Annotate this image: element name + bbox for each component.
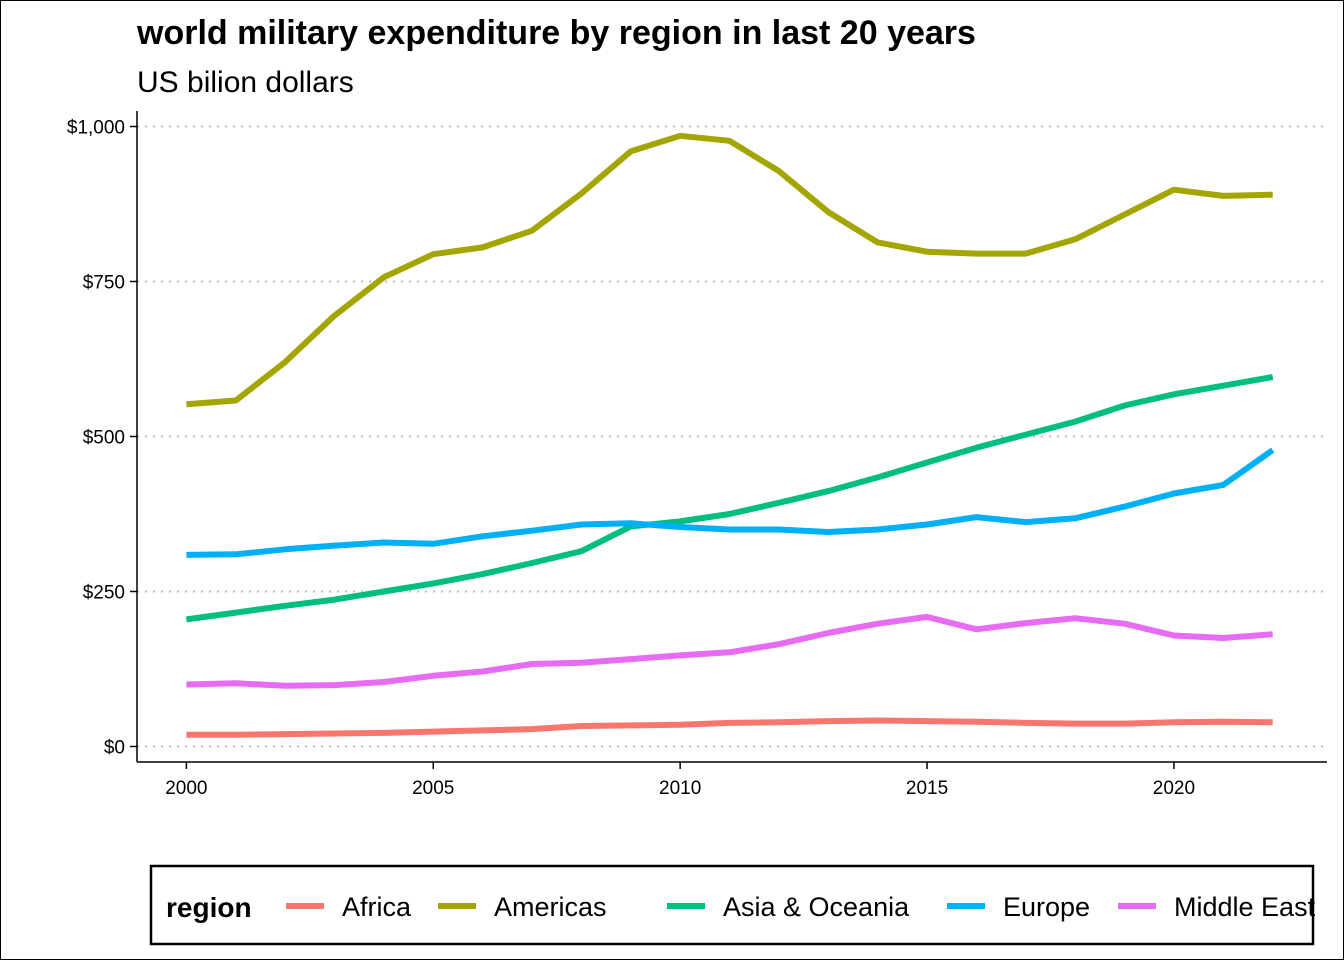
- legend-label-middle-east: Middle East: [1174, 892, 1316, 922]
- legend-label-asia-oceania: Asia & Oceania: [723, 892, 910, 922]
- y-tick-label: $1,000: [67, 118, 125, 139]
- series-lines: [185, 132, 1275, 738]
- x-tick-label: 2015: [906, 778, 948, 799]
- chart-title: world military expenditure by region in …: [136, 14, 976, 52]
- y-tick-label: $0: [104, 738, 125, 759]
- axes: [136, 111, 1327, 763]
- x-tick-label: 2020: [1153, 778, 1195, 799]
- x-tick-label: 2010: [659, 778, 701, 799]
- y-tick-label: $500: [83, 428, 125, 449]
- series-line-europe: [186, 447, 1275, 558]
- chart-subtitle: US bilion dollars: [137, 66, 354, 99]
- y-axis-ticks: $0 $250 $500 $750 $1,000: [67, 118, 137, 759]
- x-tick-label: 2005: [412, 778, 454, 799]
- series-line-middle-east: [186, 613, 1273, 689]
- legend-items: Africa Americas Asia & Oceania Europe Middle…: [286, 892, 1316, 922]
- legend-title: region: [166, 892, 252, 923]
- legend-label-americas: Americas: [494, 892, 607, 922]
- legend-label-europe: Europe: [1003, 892, 1090, 922]
- series-line-africa: [186, 717, 1273, 738]
- x-axis-ticks: 2000 2005 2010 2015 2020: [165, 762, 1195, 799]
- series-line-asia-oceania: [185, 374, 1274, 623]
- y-tick-label: $250: [83, 583, 125, 604]
- y-tick-label: $750: [83, 273, 125, 294]
- legend: region Africa Americas Asia & Oceania Europ…: [149, 864, 1316, 946]
- x-tick-label: 2000: [165, 778, 207, 799]
- series-line-americas: [186, 132, 1273, 408]
- legend-label-africa: Africa: [342, 892, 412, 922]
